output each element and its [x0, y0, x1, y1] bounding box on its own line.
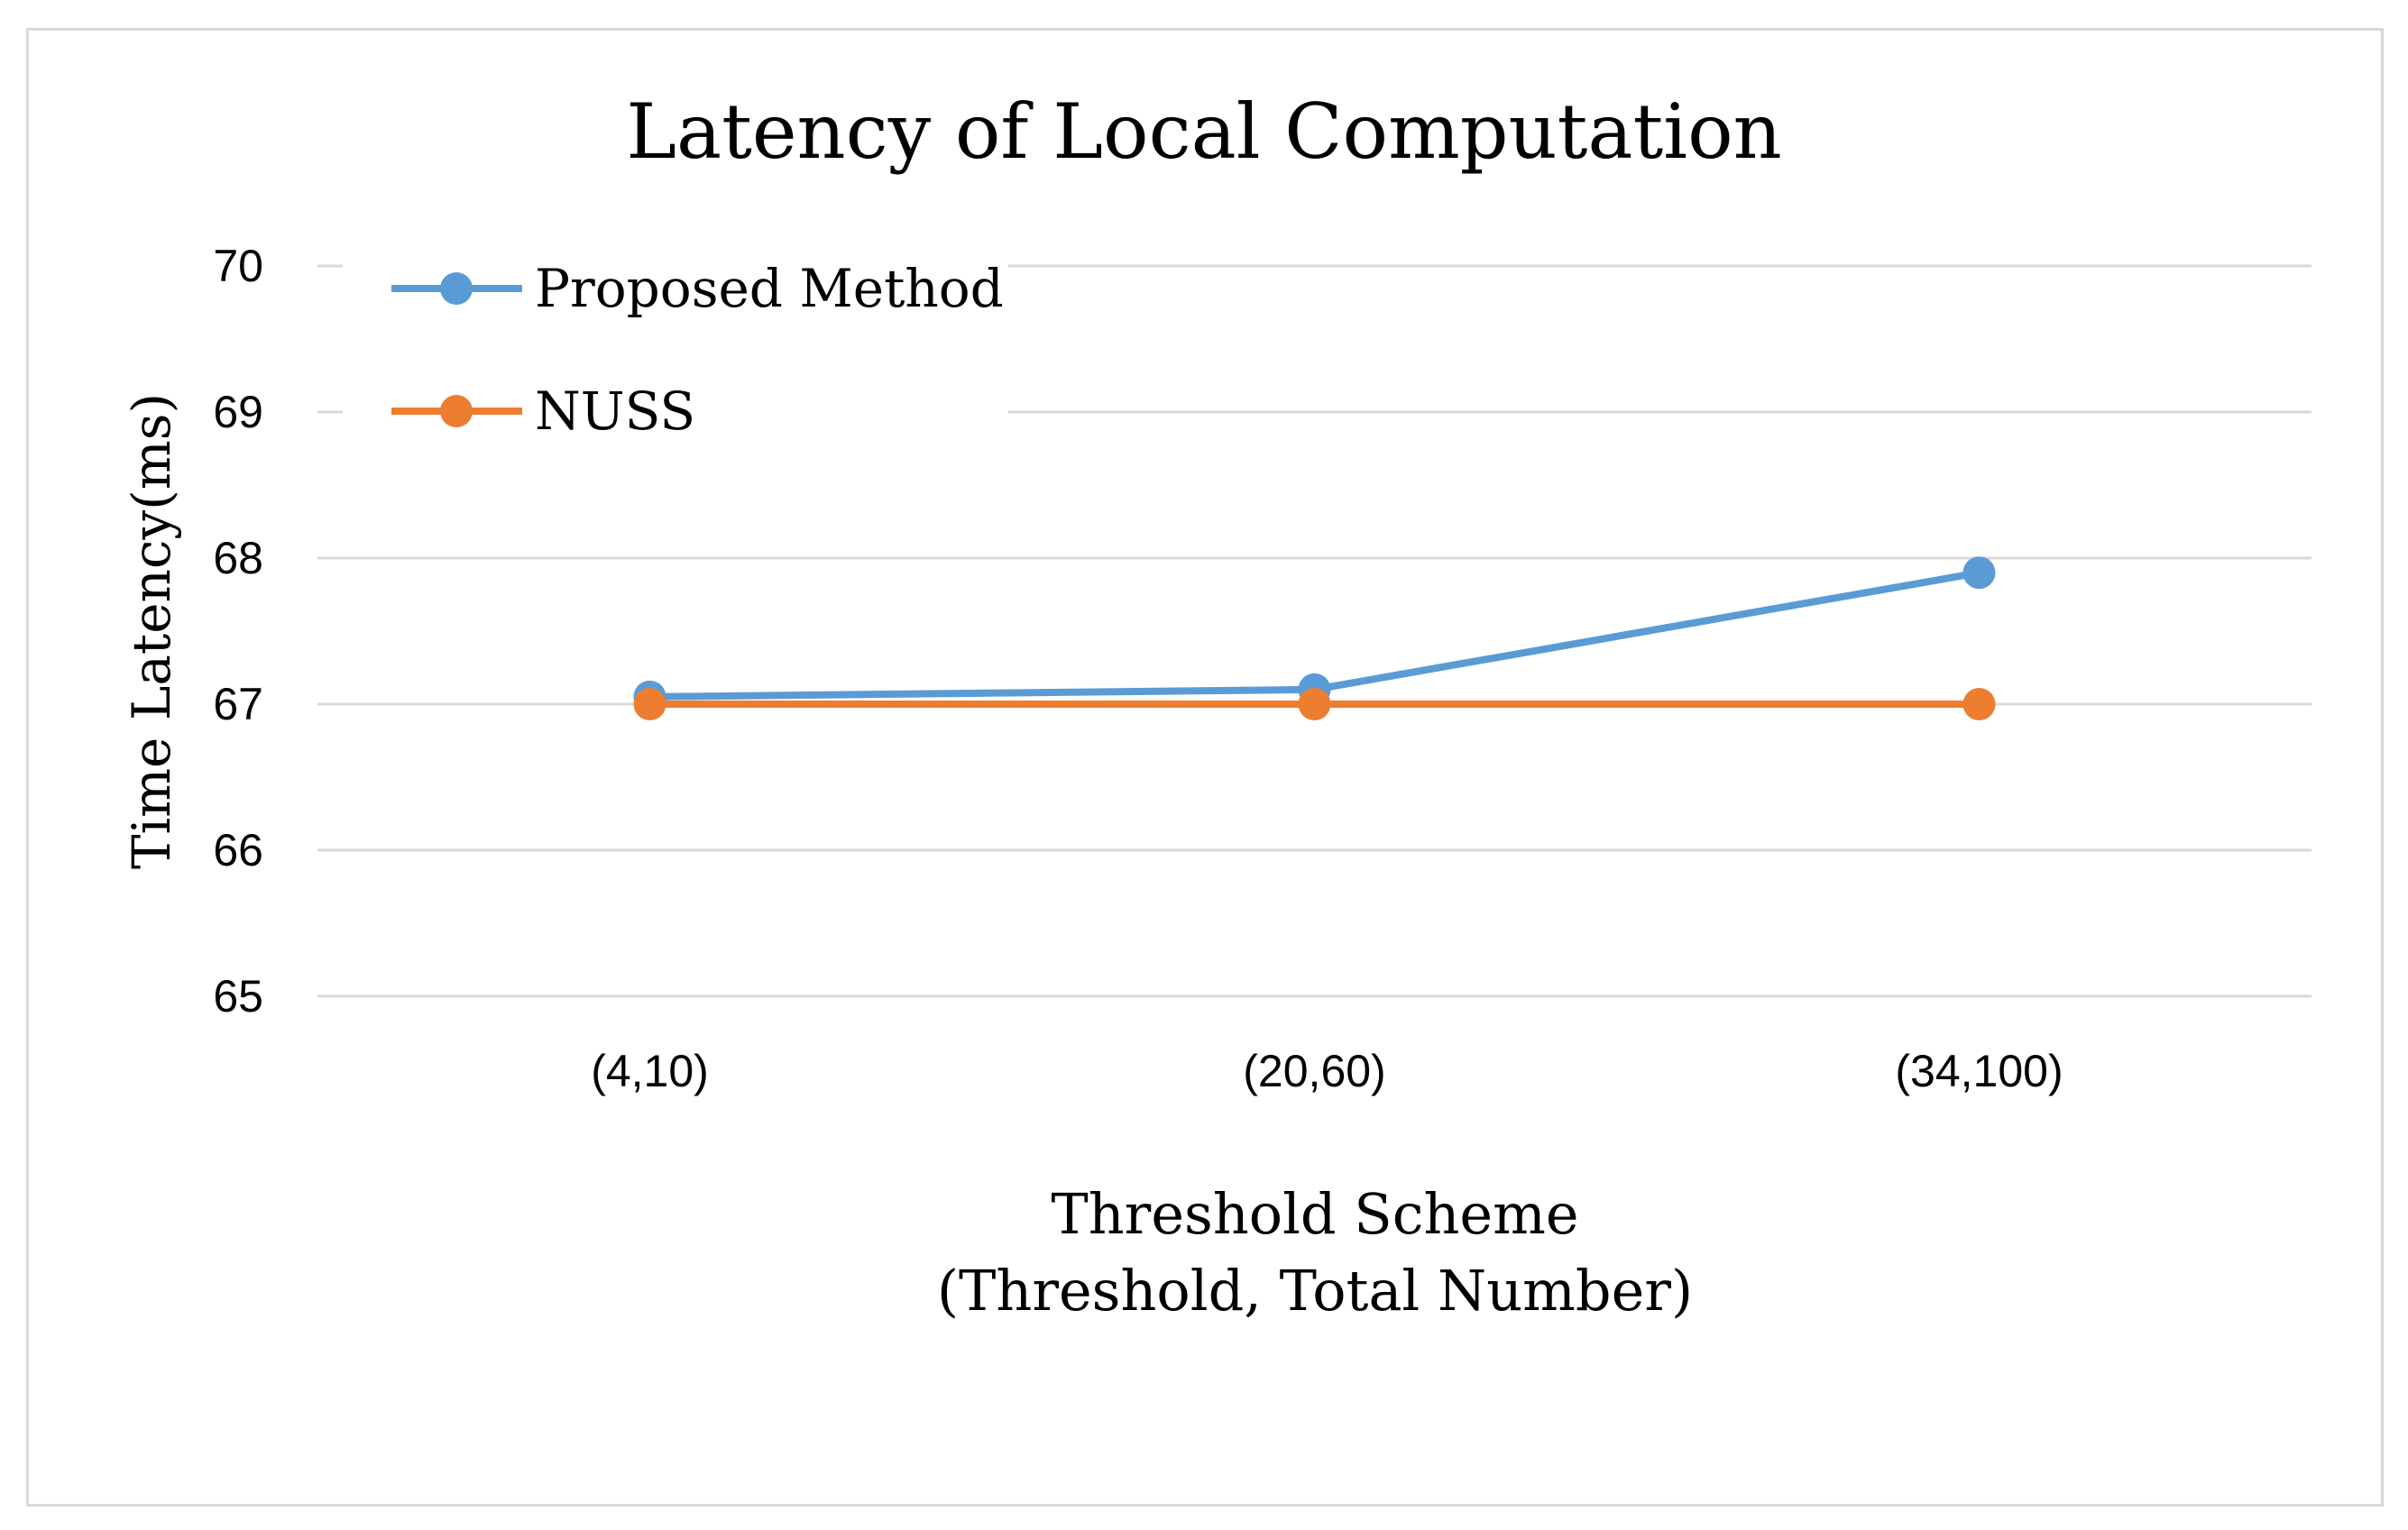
y-tick-label: 66 [213, 825, 263, 875]
y-tick-label: 65 [213, 971, 263, 1022]
x-axis-label-line2: (Threshold, Total Number) [937, 1258, 1693, 1324]
x-tick-label: (4,10) [591, 1046, 709, 1096]
y-tick-label: 69 [213, 387, 263, 437]
y-tick-label: 68 [213, 533, 263, 583]
data-point [1962, 688, 1996, 720]
data-point [1298, 688, 1331, 720]
chart-title: Latency of Local Computation [626, 87, 1782, 176]
legend-label: Proposed Method [535, 258, 1004, 319]
x-axis-label: Threshold Scheme [1051, 1181, 1578, 1247]
chart-frame [26, 28, 2384, 1507]
data-point [633, 688, 666, 720]
y-tick-label: 70 [213, 241, 263, 291]
data-point [1962, 556, 1996, 590]
y-tick-label: 67 [213, 679, 263, 729]
legend-marker [440, 272, 473, 305]
x-tick-label: (20,60) [1243, 1046, 1385, 1096]
x-tick-label: (34,100) [1895, 1046, 2063, 1096]
y-axis-label: Time Latency(ms) [121, 393, 182, 869]
legend-marker [440, 395, 473, 427]
legend-label: NUSS [535, 380, 695, 442]
